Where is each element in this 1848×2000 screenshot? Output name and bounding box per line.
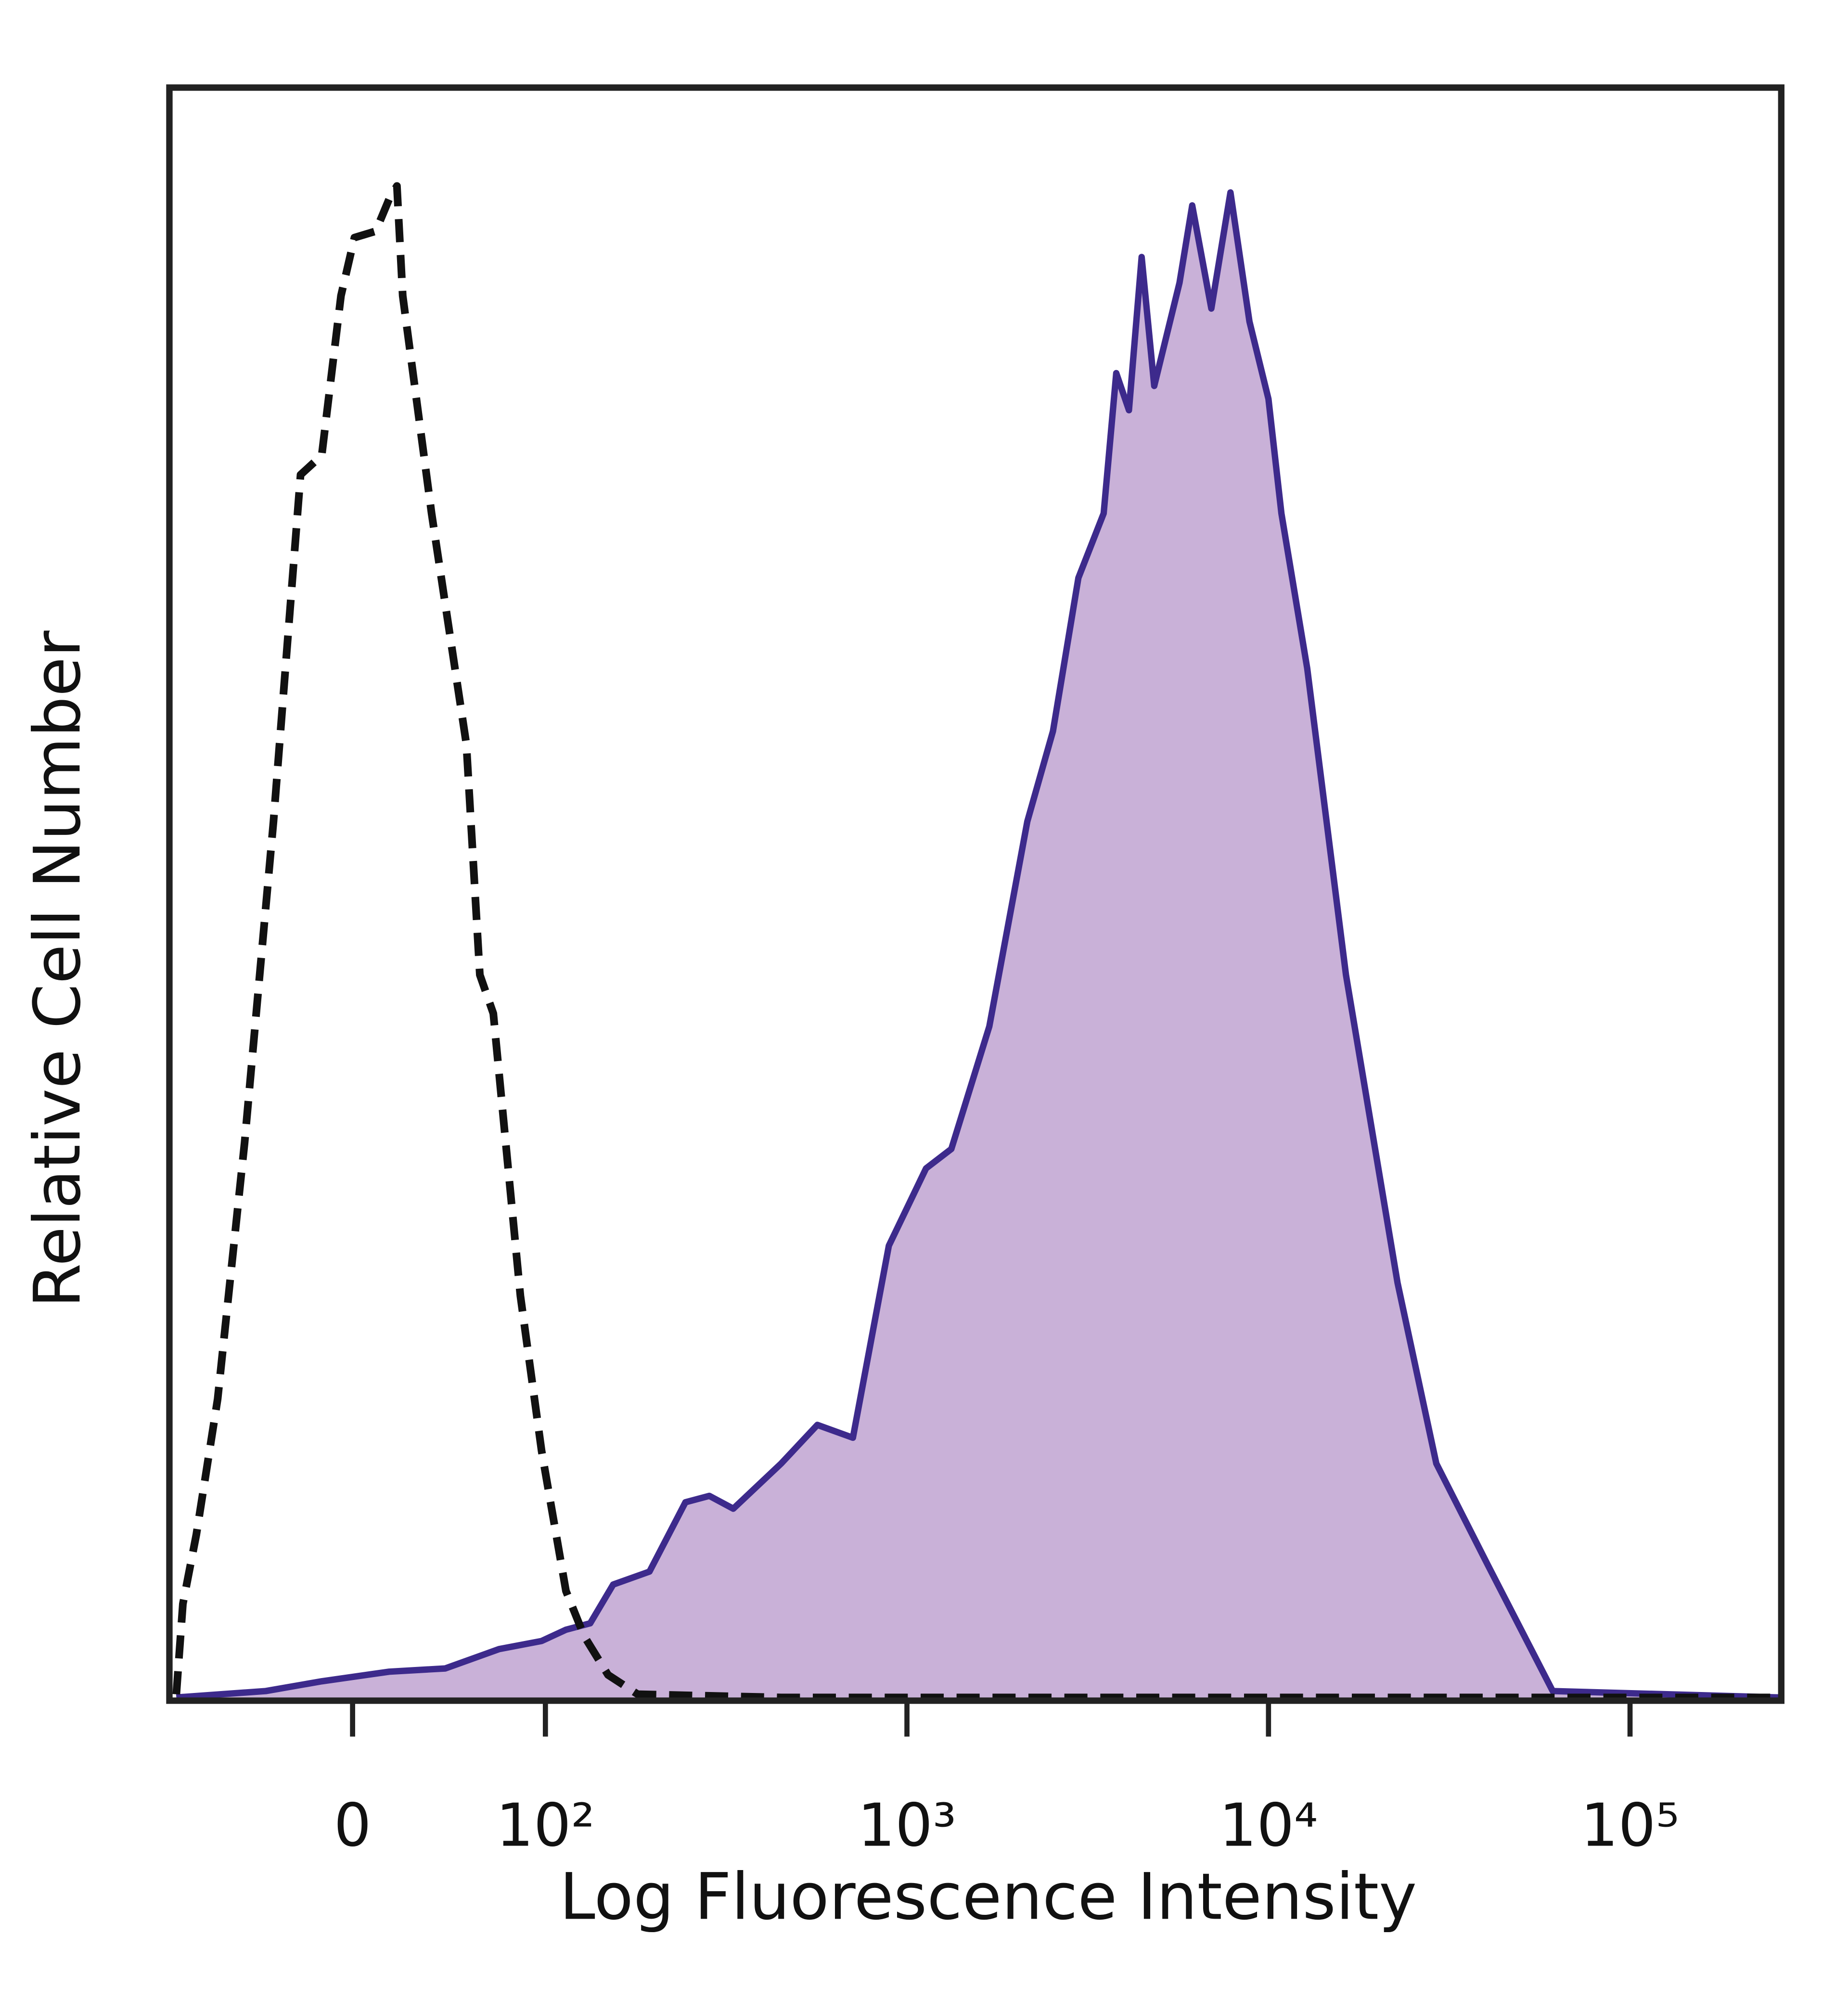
x-tick-label: 10⁴ [1219, 1791, 1318, 1859]
x-axis-label: Log Fluorescence Intensity [560, 1859, 1417, 1934]
x-tick-label: 10² [496, 1791, 595, 1859]
x-tick-label: 0 [334, 1791, 372, 1859]
histogram-line [176, 189, 1781, 1701]
plot-frame [166, 84, 1784, 1704]
y-axis-label: Relative Cell Number [20, 630, 95, 1308]
x-tick-label: 10³ [858, 1791, 956, 1859]
x-tick-label: 10⁵ [1580, 1791, 1679, 1859]
area-fill [176, 192, 1780, 1701]
histogram-line [172, 182, 1780, 1702]
